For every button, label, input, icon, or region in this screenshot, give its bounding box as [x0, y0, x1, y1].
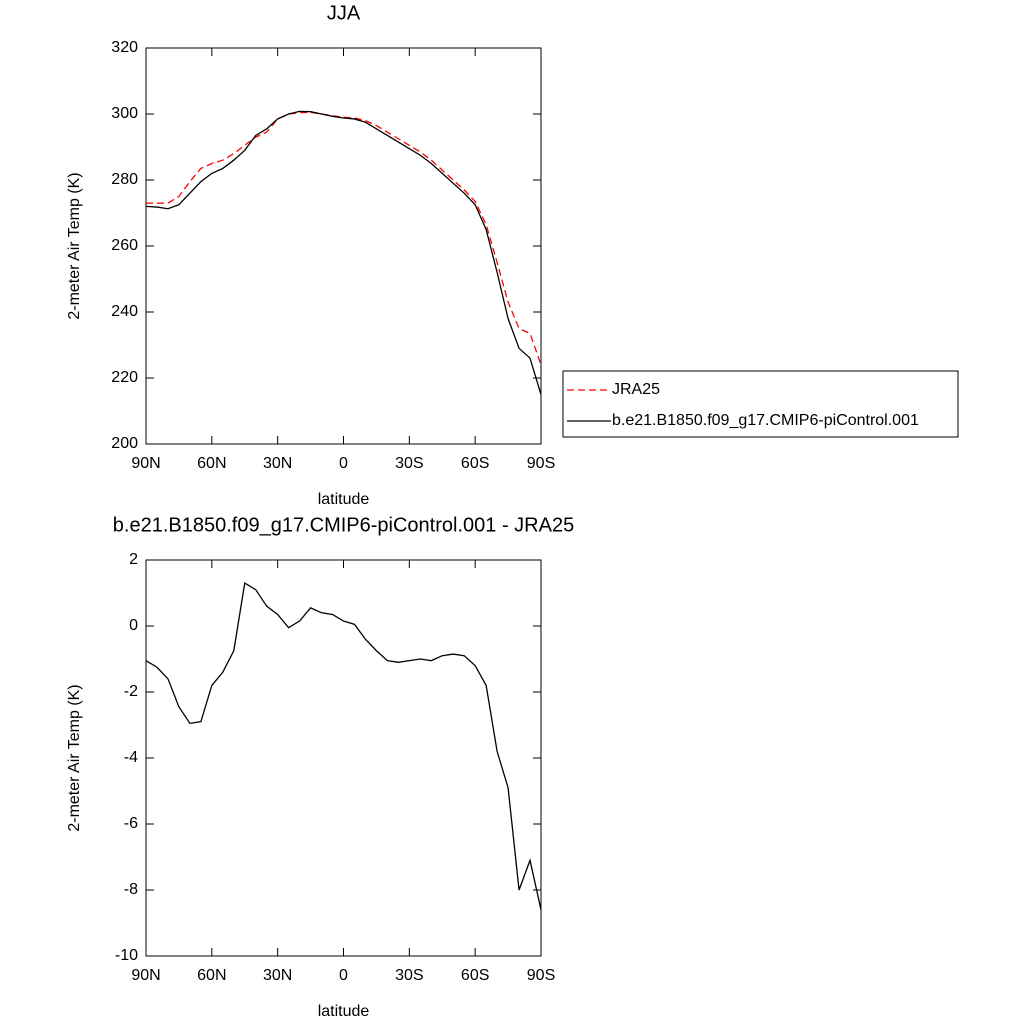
plot-frame	[145, 559, 542, 957]
y-tick-label: 260	[111, 237, 138, 254]
y-tick-label: -6	[124, 815, 138, 832]
x-tick-label: 30S	[395, 455, 423, 472]
y-tick-label: 300	[111, 105, 138, 122]
x-tick-label: 90N	[131, 967, 160, 984]
x-tick-label: 30S	[395, 967, 423, 984]
y-tick-label: 200	[111, 435, 138, 452]
y-axis-label: 2-meter Air Temp (K)	[66, 172, 83, 319]
y-tick-label: 240	[111, 303, 138, 320]
x-tick-label: 60N	[197, 455, 226, 472]
chart-title: JJA	[327, 2, 361, 24]
y-tick-label: 280	[111, 171, 138, 188]
data-line	[146, 111, 542, 366]
x-tick-label: 0	[339, 967, 348, 984]
y-tick-label: 0	[129, 617, 138, 634]
x-tick-label: 30N	[263, 967, 292, 984]
y-tick-label: 2	[129, 551, 138, 568]
x-tick-label: 90S	[527, 967, 555, 984]
legend-label: JRA25	[612, 381, 660, 398]
plot-frame	[145, 47, 542, 445]
x-tick-label: 60S	[461, 455, 489, 472]
legend-box	[562, 370, 959, 438]
x-tick-label: 90N	[131, 455, 160, 472]
x-tick-label: 60S	[461, 967, 489, 984]
y-axis-label: 2-meter Air Temp (K)	[66, 684, 83, 831]
x-axis-label: latitude	[318, 491, 370, 508]
data-line	[145, 110, 542, 395]
y-tick-label: -10	[115, 947, 138, 964]
x-tick-label: 0	[339, 455, 348, 472]
y-tick-label: 220	[111, 369, 138, 386]
x-tick-label: 60N	[197, 967, 226, 984]
y-tick-label: -8	[124, 881, 138, 898]
x-tick-label: 30N	[263, 455, 292, 472]
legend-label: b.e21.B1850.f09_g17.CMIP6-piControl.001	[612, 412, 919, 429]
x-axis-label: latitude	[318, 1003, 370, 1020]
chart-title: b.e21.B1850.f09_g17.CMIP6-piControl.001 …	[113, 514, 574, 536]
x-tick-label: 90S	[527, 455, 555, 472]
y-tick-label: 320	[111, 39, 138, 56]
y-tick-label: -4	[124, 749, 138, 766]
y-tick-label: -2	[124, 683, 138, 700]
data-line	[145, 582, 542, 910]
